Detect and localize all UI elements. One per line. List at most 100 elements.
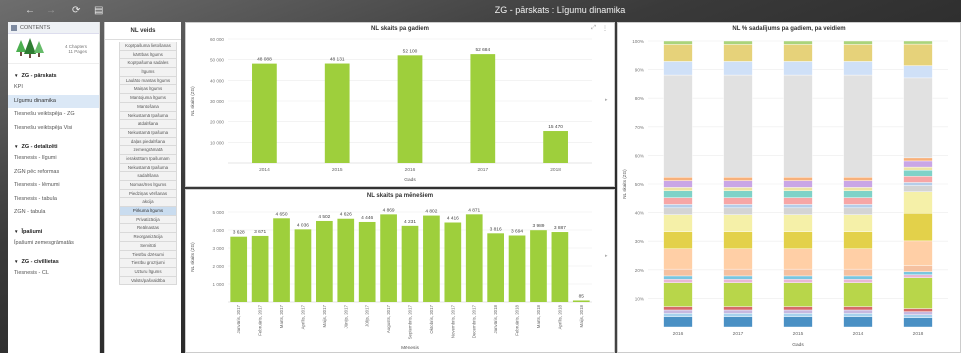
filter-item[interactable]: Piedziņas vēršanas: [119, 189, 177, 199]
chart-panel-months: NL skaits pa mēnešiem 1 000 2 000 3 000 4 0…: [185, 189, 615, 353]
nav-item[interactable]: Tiesnesis - tabula: [14, 195, 57, 202]
stack-segment: [843, 279, 873, 283]
nav-item[interactable]: Tiesnesis - CL: [14, 270, 49, 276]
nav-item[interactable]: Tiesnešu veiktspēja Visi: [14, 124, 73, 131]
x-axis-label: Mēnesis: [401, 345, 419, 351]
filter-item[interactable]: Maiņas līgums: [119, 85, 177, 95]
chart-panel-years: NL skaits pa gadiem ⤢ ⋮ 10 000 20 000 30 0…: [185, 22, 615, 187]
data-label: 48 131: [330, 57, 345, 63]
stack-segment: [903, 240, 933, 266]
nav-section-header[interactable]: ▼ Īpašumi: [8, 226, 99, 237]
scroll-arrow-icon: ▸: [605, 97, 608, 103]
nav-item[interactable]: Tiesnešu veiktspēja - ZG: [14, 111, 75, 117]
filter-item[interactable]: ierakstītam īpašumam: [119, 154, 177, 164]
nav-section-title: ZG - detalizēti: [21, 144, 58, 150]
y-tick-label: 80%: [635, 96, 644, 101]
stack-segment: [783, 316, 813, 328]
stack-segment: [723, 204, 753, 209]
stack-segment: [843, 316, 873, 328]
filter-item[interactable]: Nekustamā īpašuma: [119, 128, 177, 138]
y-axis-label: NL skaits (ZG): [190, 86, 195, 116]
nav-section-header[interactable]: ▼ ZG - pārskats: [8, 70, 99, 81]
filter-item[interactable]: Servitūti: [119, 241, 177, 251]
x-tick-label: Maijs, 2017: [322, 304, 327, 327]
filter-item[interactable]: Laulāto mantas līgums: [119, 76, 177, 86]
x-tick-label: Marts, 2018: [536, 304, 541, 328]
refresh-icon[interactable]: ⟳: [72, 5, 81, 16]
collapse-triangle-icon[interactable]: ▼: [14, 228, 19, 234]
nav-item[interactable]: ZGN - tabula: [14, 209, 46, 215]
filter-item[interactable]: Kopīpašuma sadales: [119, 59, 177, 69]
stack-segment: [903, 77, 933, 159]
filter-item[interactable]: Mantojuma līgums: [119, 94, 177, 103]
nav-item[interactable]: KPI: [14, 84, 23, 90]
nl-veids-list: Kopīpašuma lietošanas kārtības līgums Kopī…: [119, 42, 177, 286]
forward-arrow-icon[interactable]: →: [46, 5, 56, 16]
stack-segment: [723, 180, 753, 188]
filter-item[interactable]: Pirkuma līgums: [119, 207, 177, 216]
stack-segment: [903, 160, 933, 168]
chart-title: NL skaits pa mēnešiem: [366, 193, 434, 199]
filter-item[interactable]: Reorganizācija: [119, 233, 177, 242]
nav-item[interactable]: Īpašumi zemesgrāmatās: [14, 239, 74, 246]
stack-segment: [783, 44, 813, 62]
data-label: 4 869: [383, 207, 395, 213]
stack-segment: [663, 313, 693, 317]
filter-item[interactable]: Nekustamā īpašuma: [119, 111, 177, 121]
more-options-icon[interactable]: ⋮: [602, 26, 608, 32]
filter-item[interactable]: Privatizācija: [119, 215, 177, 225]
nav-section-header[interactable]: ▼ ZG - civillietas: [8, 256, 99, 267]
stack-segment: [783, 74, 813, 178]
expand-icon[interactable]: ⤢: [591, 25, 596, 31]
stack-segment: [723, 190, 753, 198]
filter-item[interactable]: Valsts/pašvaldība: [119, 276, 177, 286]
chart-title: NL % sadalījums pa gadiem, pa veidiem: [732, 26, 846, 32]
filter-item[interactable]: zemesgrāmatā: [119, 146, 177, 155]
back-arrow-icon[interactable]: ←: [25, 5, 35, 16]
collapse-triangle-icon[interactable]: ▼: [14, 259, 19, 264]
collapse-triangle-icon[interactable]: ▼: [14, 144, 19, 149]
filter-item[interactable]: Nekustamā īpašuma: [119, 163, 177, 173]
stack-segment: [663, 231, 693, 249]
filter-item[interactable]: Mantošana: [119, 102, 177, 112]
stack-segment: [663, 268, 693, 277]
filter-item[interactable]: atdalīšana: [119, 120, 177, 129]
stack-segment: [903, 308, 933, 312]
nav-item[interactable]: ZGN pēc reformas: [14, 168, 60, 175]
bar: [508, 235, 526, 302]
filter-item[interactable]: sadalīšana: [119, 172, 177, 181]
filter-item[interactable]: akcija: [119, 198, 177, 208]
x-tick-label: Janvāris, 2017: [236, 304, 241, 333]
bar: [401, 225, 419, 302]
filter-item[interactable]: Tiesību dzēsumi: [119, 250, 177, 260]
stack-segment: [723, 61, 753, 76]
stack-segment: [903, 317, 933, 328]
stack-segment: [783, 180, 813, 188]
stack-segment: [903, 314, 933, 318]
filter-item[interactable]: Reālnastas: [119, 224, 177, 234]
y-tick-label: 30%: [635, 239, 644, 244]
filter-item[interactable]: Nomas/īres līgums: [119, 181, 177, 190]
filter-item[interactable]: Tiesību grozījumi: [119, 259, 177, 268]
filter-item[interactable]: līgums: [119, 68, 177, 77]
filter-item[interactable]: Kopīpašuma lietošanas: [119, 42, 177, 51]
collapse-triangle-icon[interactable]: ▼: [14, 73, 19, 78]
nav-section-header[interactable]: ▼ ZG - detalizēti: [8, 141, 99, 152]
data-label: 3 816: [490, 226, 502, 232]
stack-segment: [843, 313, 873, 317]
stack-segment: [783, 197, 813, 205]
nav-item[interactable]: Tiesnesis - lēmumi: [14, 182, 60, 188]
x-tick-label: 2018: [913, 331, 924, 337]
stack-segment: [903, 169, 933, 177]
x-tick-label: 2017: [733, 331, 744, 337]
document-icon[interactable]: ▤: [94, 5, 104, 16]
filter-item[interactable]: daļas piedalīšana: [119, 137, 177, 147]
stack-segment: [663, 44, 693, 62]
nav-item[interactable]: Tiesnesis - līgumi: [14, 155, 57, 161]
contents-label: CONTENTS: [20, 25, 51, 31]
filter-item[interactable]: Uzturu līgums: [119, 267, 177, 277]
filter-item[interactable]: kārtības līgums: [119, 50, 177, 60]
stack-segment: [663, 309, 693, 314]
stack-segment: [903, 40, 933, 45]
nav-item[interactable]: Līgumu dinamika: [8, 94, 99, 108]
